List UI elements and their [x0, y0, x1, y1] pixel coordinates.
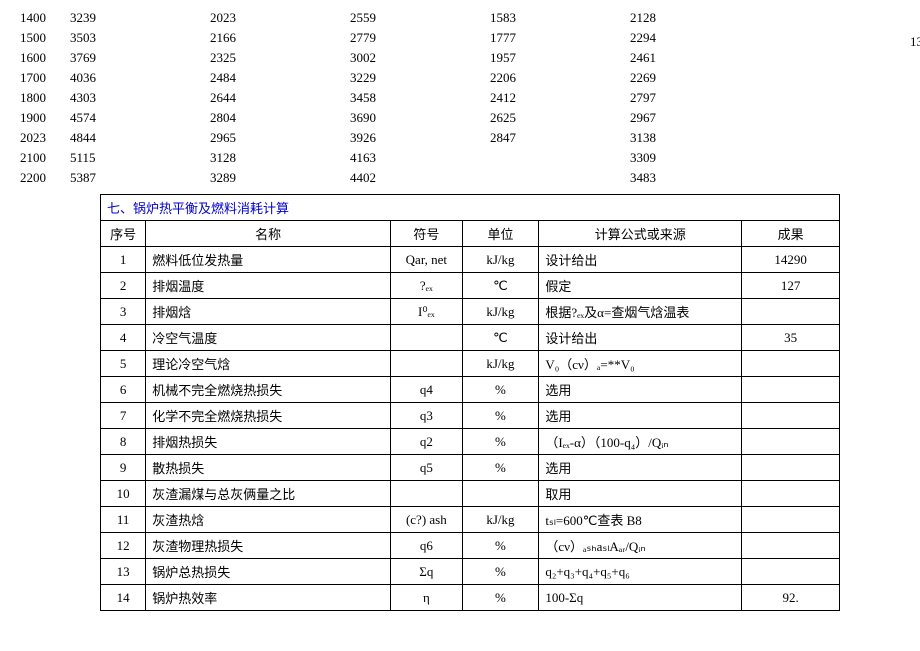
numeric-cell: 2779 [350, 30, 490, 46]
numeric-cell: 1800 [20, 90, 70, 106]
header-res: 成果 [742, 221, 840, 247]
numeric-cell: 3690 [350, 110, 490, 126]
numeric-cell: 2294 [630, 30, 790, 46]
numeric-cell: 2461 [630, 50, 790, 66]
numeric-cell: 1500 [20, 30, 70, 46]
table-row: 9散热损失q5%选用 [101, 455, 840, 481]
numeric-cell: 2023 [20, 130, 70, 146]
numeric-cell: 1583 [490, 10, 630, 26]
numeric-cell: 1900 [20, 110, 70, 126]
numeric-cell: 2023 [210, 10, 350, 26]
numeric-cell: 4303 [70, 90, 210, 106]
table-row: 12灰渣物理热损失q6%（cν）ₐₛₕaₛₗAₐᵣ/Qᵢₙ [101, 533, 840, 559]
numeric-cell: 3138 [630, 130, 790, 146]
table-row: 7化学不完全燃烧热损失q3%选用 [101, 403, 840, 429]
table-row: 6机械不完全燃烧热损失q4%选用 [101, 377, 840, 403]
numeric-cell: 4574 [70, 110, 210, 126]
table-row: 3排烟焓I⁰ₑₓkJ/kg根据?ₑₓ及α=查烟气焓温表 [101, 299, 840, 325]
numeric-cell: 3458 [350, 90, 490, 106]
header-src: 计算公式或来源 [539, 221, 742, 247]
numeric-cell: 2847 [490, 130, 630, 146]
numeric-cell: 4036 [70, 70, 210, 86]
numeric-cell: 2559 [350, 10, 490, 26]
numeric-cell: 2967 [630, 110, 790, 126]
numeric-cell: 1777 [490, 30, 630, 46]
numeric-cell: 4844 [70, 130, 210, 146]
calc-table: 七、锅炉热平衡及燃料消耗计算 序号 名称 符号 单位 计算公式或来源 成果 1燃… [100, 194, 840, 611]
header-name: 名称 [146, 221, 391, 247]
numeric-cell: 1600 [20, 50, 70, 66]
numeric-cell: 2484 [210, 70, 350, 86]
numeric-cell: 3002 [350, 50, 490, 66]
outlier-value: 13895 [910, 34, 920, 50]
numeric-cell: 3309 [630, 150, 790, 166]
numeric-cell: 2965 [210, 130, 350, 146]
table-row: 5理论冷空气焓kJ/kgV₀（cν）ₐ=**V₀ [101, 351, 840, 377]
table-row: 1燃料低位发热量Qar, netkJ/kg设计给出14290 [101, 247, 840, 273]
numeric-cell: 2325 [210, 50, 350, 66]
numeric-cell: 2797 [630, 90, 790, 106]
numeric-cell: 3289 [210, 170, 350, 186]
numeric-cell: 4163 [350, 150, 490, 166]
numeric-cell: 3229 [350, 70, 490, 86]
numeric-cell [490, 150, 630, 166]
table-row: 2排烟温度?ₑₓ℃假定127 [101, 273, 840, 299]
table-row: 14锅炉热效率η%100-Σq92. [101, 585, 840, 611]
table-row: 4冷空气温度℃设计给出35 [101, 325, 840, 351]
numeric-cell: 1957 [490, 50, 630, 66]
numeric-cell [490, 170, 630, 186]
numeric-cell: 2100 [20, 150, 70, 166]
table-row: 11灰渣热焓(c?) ashkJ/kgtₛₗ=600℃查表 B8 [101, 507, 840, 533]
numeric-cell: 3769 [70, 50, 210, 66]
table-row: 8排烟热损失q2%（Iₑₓ-α）（100-q₄）/Qᵢₙ [101, 429, 840, 455]
table-row: 13锅炉总热损失Σq%q₂+q₃+q₄+q₅+q₆ [101, 559, 840, 585]
numeric-cell: 3128 [210, 150, 350, 166]
numeric-cell: 4402 [350, 170, 490, 186]
header-unit: 单位 [462, 221, 539, 247]
numeric-cell: 2269 [630, 70, 790, 86]
numeric-cell: 1400 [20, 10, 70, 26]
numeric-cell: 1700 [20, 70, 70, 86]
numeric-cell: 2166 [210, 30, 350, 46]
numeric-cell: 2625 [490, 110, 630, 126]
numeric-cell: 2644 [210, 90, 350, 106]
numeric-cell: 3483 [630, 170, 790, 186]
header-sym: 符号 [391, 221, 462, 247]
numeric-cell: 3503 [70, 30, 210, 46]
table-row: 10灰渣漏煤与总灰俩量之比取用 [101, 481, 840, 507]
section-title: 七、锅炉热平衡及燃料消耗计算 [101, 195, 840, 221]
numeric-cell: 5387 [70, 170, 210, 186]
numeric-cell: 2200 [20, 170, 70, 186]
numeric-cell: 2804 [210, 110, 350, 126]
upper-numeric-table: 1400323920232559158321281500350321662779… [20, 10, 900, 186]
numeric-cell: 2412 [490, 90, 630, 106]
numeric-cell: 5115 [70, 150, 210, 166]
numeric-cell: 3239 [70, 10, 210, 26]
header-seq: 序号 [101, 221, 146, 247]
numeric-cell: 2206 [490, 70, 630, 86]
numeric-cell: 2128 [630, 10, 790, 26]
numeric-cell: 3926 [350, 130, 490, 146]
